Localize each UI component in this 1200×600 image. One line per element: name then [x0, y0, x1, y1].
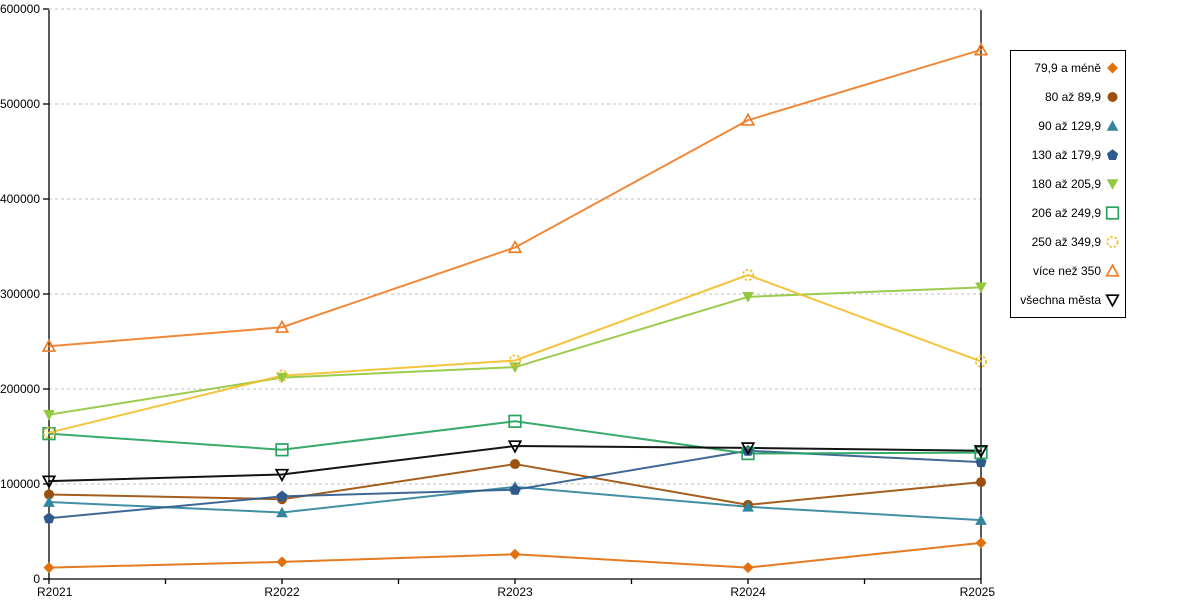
legend-marker-icon: [1106, 236, 1119, 249]
circle-open-dashed-marker-icon: [741, 268, 755, 282]
triangle-up-marker-icon: [43, 496, 55, 507]
x-tick-label: R2023: [497, 585, 533, 599]
triangle-up-open-marker-icon: [740, 112, 756, 126]
triangle-up-open-marker-icon: [507, 239, 523, 254]
triangle-up-open-marker-icon: [41, 338, 57, 352]
triangle-down-marker-icon: [276, 372, 288, 384]
legend-item-label: 180 až 205,9: [1031, 176, 1101, 191]
legend-marker-icon: [1107, 91, 1118, 102]
diamond-marker-icon: [509, 548, 521, 560]
x-tick-label: R2022: [264, 585, 300, 599]
square-open-marker-icon: [741, 446, 755, 461]
circle-marker-icon: [44, 489, 54, 500]
x-tick-label: R2021: [37, 585, 73, 599]
square-open-marker-icon: [974, 446, 988, 460]
diamond-marker-icon: [43, 562, 55, 574]
y-tick-label: 100000: [0, 477, 40, 491]
legend-item-label: 206 až 249,9: [1031, 206, 1101, 221]
legend-item: 250 až 349,9: [1013, 235, 1120, 249]
circle-open-dashed-marker-icon: [1106, 236, 1119, 249]
diamond-marker-icon: [1107, 62, 1118, 74]
circle-open-dashed-marker-icon: [42, 426, 56, 439]
legend-marker-icon: [1106, 179, 1119, 190]
x-tick-label: R2025: [960, 585, 996, 599]
legend-marker-icon: [1105, 206, 1120, 220]
triangle-down-open-marker-icon: [973, 445, 989, 459]
legend-marker-icon: [1105, 264, 1120, 277]
series-line: [48, 274, 982, 434]
pentagon-marker-icon: [1106, 149, 1119, 160]
legend-item-label: 250 až 349,9: [1031, 235, 1101, 250]
legend-marker-icon: [1105, 294, 1120, 308]
pentagon-marker-icon: [509, 483, 521, 495]
triangle-down-open-marker-icon: [740, 442, 756, 456]
legend-item-label: 79,9 a méně: [1034, 60, 1101, 75]
triangle-down-open-marker-icon: [1105, 294, 1120, 308]
circle-marker-icon: [976, 477, 986, 488]
pentagon-marker-icon: [43, 512, 55, 524]
triangle-down-open-marker-icon: [41, 475, 57, 489]
triangle-up-marker-icon: [975, 514, 987, 525]
circle-open-dashed-marker-icon: [275, 369, 289, 382]
diamond-marker-icon: [742, 562, 754, 574]
legend: 79,9 a méně 80 až 89,9 90 až 129,9 130 až 1…: [1010, 50, 1126, 318]
circle-open-dashed-marker-icon: [974, 355, 988, 368]
square-open-marker-icon: [1105, 206, 1120, 220]
legend-item: 130 až 179,9: [1013, 148, 1120, 162]
triangle-up-marker-icon: [742, 501, 754, 512]
pentagon-marker-icon: [276, 490, 288, 502]
circle-open-dashed-marker-icon: [508, 354, 522, 367]
y-tick-label: 300000: [0, 287, 40, 301]
legend-item: 90 až 129,9: [1013, 119, 1120, 133]
diamond-marker-icon: [975, 537, 987, 549]
legend-item-label: 130 až 179,9: [1031, 147, 1101, 162]
y-tick-label: 400000: [0, 192, 40, 206]
legend-marker-icon: [1106, 149, 1119, 160]
triangle-down-open-marker-icon: [274, 468, 290, 483]
legend-item: 80 až 89,9: [1013, 90, 1120, 104]
square-open-marker-icon: [275, 443, 289, 457]
legend-item: 79,9 a méně: [1013, 61, 1120, 75]
y-tick-label: 0: [33, 572, 40, 586]
triangle-down-open-marker-icon: [507, 440, 523, 454]
legend-marker-icon: [1106, 119, 1119, 131]
diamond-marker-icon: [276, 556, 288, 568]
legend-item: všechna města: [1013, 293, 1120, 308]
legend-item-label: 90 až 129,9: [1038, 118, 1101, 133]
square-open-marker-icon: [508, 414, 522, 428]
triangle-up-open-marker-icon: [1105, 264, 1120, 277]
legend-item: více než 350: [1013, 264, 1120, 278]
series-line: [48, 420, 982, 455]
triangle-up-marker-icon: [1106, 119, 1119, 131]
triangle-down-marker-icon: [43, 409, 55, 421]
legend-item-label: více než 350: [1032, 264, 1101, 279]
triangle-down-marker-icon: [975, 282, 987, 294]
legend-item: 206 až 249,9: [1013, 206, 1120, 220]
triangle-down-marker-icon: [1106, 179, 1119, 190]
y-tick-label: 600000: [0, 2, 40, 16]
legend-item-label: 80 až 89,9: [1044, 89, 1101, 104]
legend-item-label: všechna města: [1020, 293, 1101, 308]
series-line: [48, 286, 982, 416]
legend-marker-icon: [1107, 62, 1118, 74]
triangle-up-marker-icon: [276, 506, 288, 518]
circle-marker-icon: [510, 459, 520, 470]
triangle-down-marker-icon: [742, 292, 754, 303]
circle-marker-icon: [1107, 91, 1118, 102]
y-tick-label: 500000: [0, 97, 40, 111]
y-tick-label: 200000: [0, 382, 40, 396]
series-line: [48, 445, 982, 483]
triangle-up-open-marker-icon: [973, 42, 989, 56]
triangle-up-open-marker-icon: [274, 319, 290, 333]
legend-item: 180 až 205,9: [1013, 177, 1120, 191]
series-line: [48, 48, 982, 348]
x-tick-label: R2024: [730, 585, 766, 599]
